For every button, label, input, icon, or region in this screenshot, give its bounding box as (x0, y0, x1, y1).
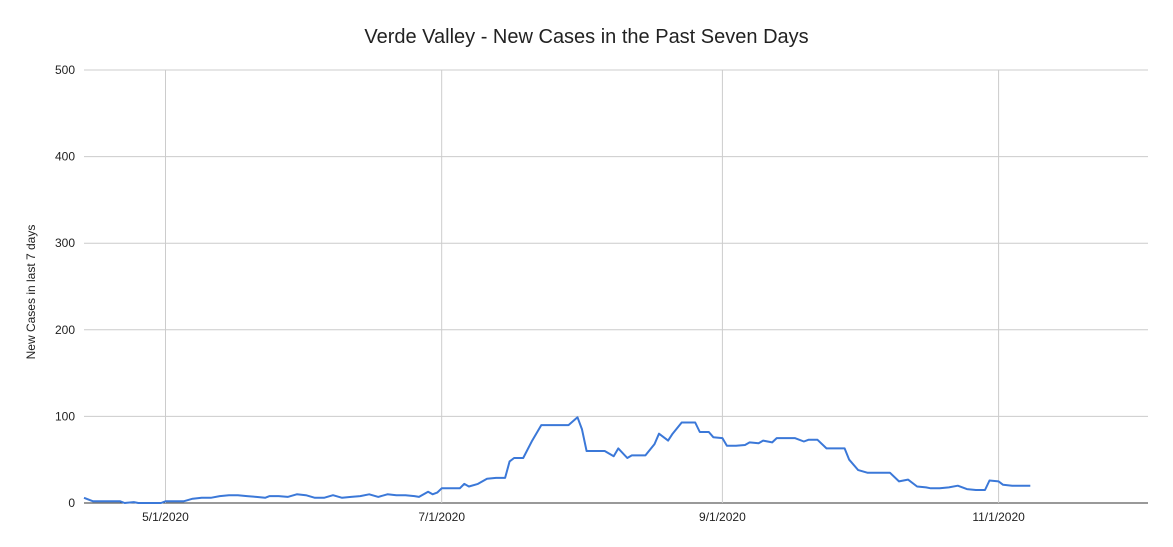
y-tick-label: 200 (55, 323, 75, 337)
x-tick-label: 7/1/2020 (418, 510, 465, 524)
y-tick-label: 500 (55, 63, 75, 77)
series-line (83, 416, 1031, 504)
y-tick-label: 100 (55, 409, 75, 423)
y-tick-label: 0 (68, 496, 75, 510)
x-tick-label: 5/1/2020 (142, 510, 189, 524)
y-tick-label: 300 (55, 236, 75, 250)
x-tick-label: 11/1/2020 (972, 510, 1025, 524)
x-tick-label: 9/1/2020 (699, 510, 746, 524)
chart-title: Verde Valley - New Cases in the Past Sev… (364, 26, 809, 48)
y-tick-label: 400 (55, 150, 75, 164)
